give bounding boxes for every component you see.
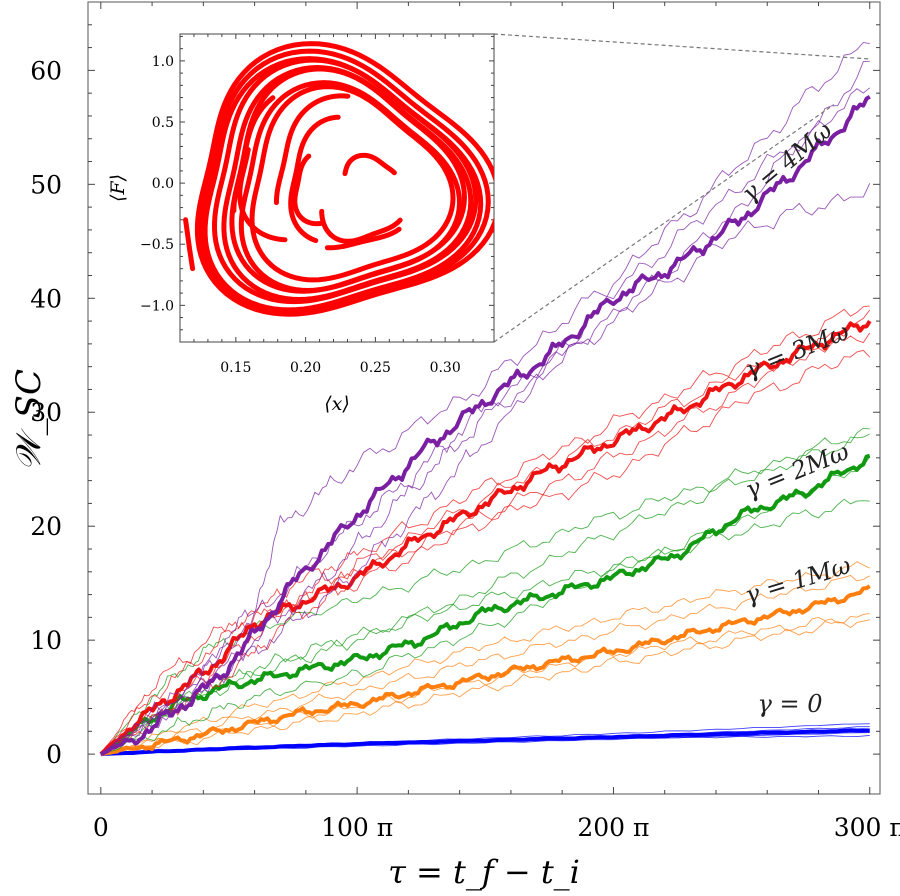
- y-tick-label: 0: [46, 740, 62, 769]
- inset-y-tick-label: −0.5: [140, 237, 174, 253]
- series-1: γ = 1Mω: [100, 551, 871, 757]
- trajectory-arc: [324, 226, 402, 251]
- inset-y-tick-label: 1.0: [152, 54, 174, 70]
- mean-line: [100, 94, 871, 757]
- x-tick-label: 100 π: [321, 813, 393, 842]
- sample-line: [100, 498, 870, 755]
- y-tick-label: 20: [30, 512, 62, 541]
- inset-y-tick-label: −1.0: [140, 298, 174, 314]
- y-tick-label: 10: [30, 626, 62, 655]
- y-tick-label: 30: [30, 398, 62, 427]
- x-tick-label: 0: [93, 813, 109, 842]
- sample-line: [100, 574, 870, 755]
- y-axis-title: 𝒲_SC: [9, 369, 49, 471]
- sample-line: [100, 309, 871, 755]
- inset-x-tick-label: 0.15: [220, 360, 251, 376]
- inset-y-axis-title: ⟨F⟩: [107, 174, 129, 202]
- trajectory-arc: [231, 95, 276, 214]
- x-axis-title: τ = t_f − t_i: [388, 853, 580, 891]
- inset-y-tick-label: 0.5: [152, 115, 174, 131]
- trajectory-stub: [183, 217, 196, 272]
- series-0: γ = 0: [100, 690, 870, 757]
- inset-x-tick-label: 0.25: [360, 360, 391, 376]
- trajectory-loop: [249, 84, 456, 283]
- zoom-connector-bottom: [493, 104, 835, 343]
- mean-line: [99, 320, 872, 756]
- inset-trajectory: [183, 41, 494, 317]
- trajectory-arc: [273, 93, 351, 206]
- trajectory-arc: [292, 153, 325, 227]
- sample-line: [100, 41, 870, 755]
- trajectory-loop: [194, 41, 494, 317]
- trajectory-arc: [319, 208, 403, 244]
- inset-x-tick-label: 0.20: [290, 360, 321, 376]
- y-tick-label: 40: [30, 284, 62, 313]
- series-label: γ = 0: [758, 690, 823, 718]
- x-tick-label: 200 π: [577, 813, 649, 842]
- mean-line: [99, 453, 871, 756]
- sample-line: [100, 87, 871, 755]
- x-tick-label: 300 π: [834, 813, 900, 842]
- sample-line: [100, 349, 871, 755]
- inset-x-axis-title: ⟨x⟩: [324, 393, 350, 415]
- y-tick-label: 50: [30, 170, 62, 199]
- inset-plot: 0.15 0.20 0.25 0.30 −1.0 −0.5 0.0 0.5 1.0 ⟨x⟩ ⟨F⟩: [107, 33, 870, 415]
- sample-line: [100, 427, 870, 755]
- inset-y-tick-label: 0.0: [152, 176, 174, 192]
- mean-line: [100, 728, 870, 757]
- trajectory-arc: [288, 114, 341, 244]
- plot-frame: [87, 1, 881, 795]
- y-tick-label: 60: [30, 56, 62, 85]
- mean-line: [100, 584, 871, 757]
- trajectory-arc: [342, 152, 397, 177]
- inset-x-tick-label: 0.30: [430, 360, 461, 376]
- sample-line: [100, 60, 870, 755]
- sample-line: [100, 305, 870, 755]
